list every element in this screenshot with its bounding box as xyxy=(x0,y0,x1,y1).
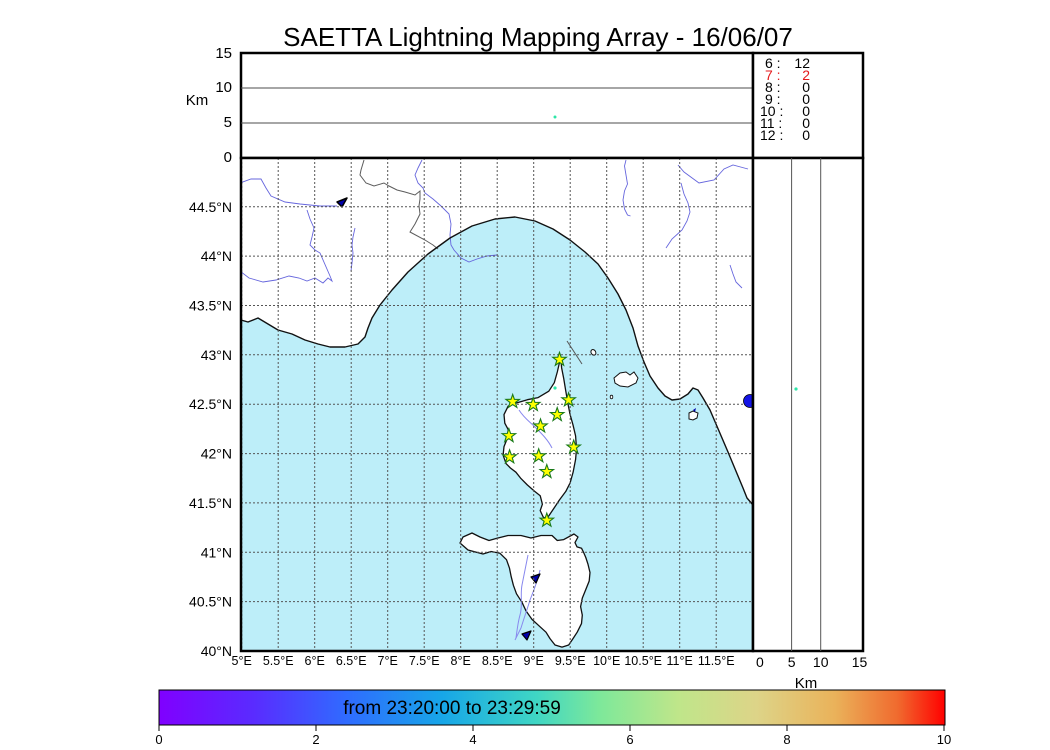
svg-text:9.5°E: 9.5°E xyxy=(555,654,586,668)
svg-text:7°E: 7°E xyxy=(378,654,398,668)
svg-text:42°N: 42°N xyxy=(201,446,232,462)
svg-text:Km: Km xyxy=(186,92,209,109)
svg-text:44°N: 44°N xyxy=(201,248,232,264)
svg-text:11°E: 11°E xyxy=(667,654,693,668)
svg-text:SAETTA Lightning Mapping Array: SAETTA Lightning Mapping Array - 16/06/0… xyxy=(283,22,793,52)
svg-text:44.5°N: 44.5°N xyxy=(189,199,232,215)
svg-text:6.5°E: 6.5°E xyxy=(336,654,367,668)
svg-text:12 :: 12 : xyxy=(760,127,783,143)
svg-text:5: 5 xyxy=(788,654,796,670)
svg-text:41.5°N: 41.5°N xyxy=(189,495,232,511)
svg-text:8°E: 8°E xyxy=(451,654,471,668)
svg-text:0: 0 xyxy=(756,654,764,670)
svg-text:0: 0 xyxy=(224,149,232,166)
svg-text:6°E: 6°E xyxy=(305,654,325,668)
svg-text:40°N: 40°N xyxy=(201,643,232,659)
svg-text:10.5°E: 10.5°E xyxy=(624,654,662,668)
svg-text:8: 8 xyxy=(783,732,790,747)
svg-text:0: 0 xyxy=(155,732,162,747)
svg-text:5°E: 5°E xyxy=(232,654,252,668)
svg-text:10: 10 xyxy=(813,654,829,670)
svg-text:41°N: 41°N xyxy=(201,544,232,560)
svg-text:15: 15 xyxy=(215,45,232,62)
svg-text:from 23:20:00 to 23:29:59: from 23:20:00 to 23:29:59 xyxy=(343,698,561,719)
svg-text:10: 10 xyxy=(215,79,232,96)
svg-text:Km: Km xyxy=(795,675,818,692)
svg-text:0: 0 xyxy=(802,127,810,143)
svg-text:43.5°N: 43.5°N xyxy=(189,298,232,314)
svg-text:2: 2 xyxy=(312,732,319,747)
svg-text:5: 5 xyxy=(224,114,232,131)
svg-text:42.5°N: 42.5°N xyxy=(189,396,232,412)
svg-text:10: 10 xyxy=(937,732,951,747)
svg-text:10°E: 10°E xyxy=(593,654,620,668)
svg-text:43°N: 43°N xyxy=(201,347,232,363)
svg-text:11.5°E: 11.5°E xyxy=(698,654,735,668)
svg-text:40.5°N: 40.5°N xyxy=(189,594,232,610)
svg-text:4: 4 xyxy=(469,732,476,747)
svg-text:6: 6 xyxy=(626,732,633,747)
svg-text:5.5°E: 5.5°E xyxy=(263,654,294,668)
svg-text:9°E: 9°E xyxy=(524,654,544,668)
svg-text:7.5°E: 7.5°E xyxy=(409,654,440,668)
svg-text:15: 15 xyxy=(852,654,868,670)
svg-text:8.5°E: 8.5°E xyxy=(482,654,513,668)
